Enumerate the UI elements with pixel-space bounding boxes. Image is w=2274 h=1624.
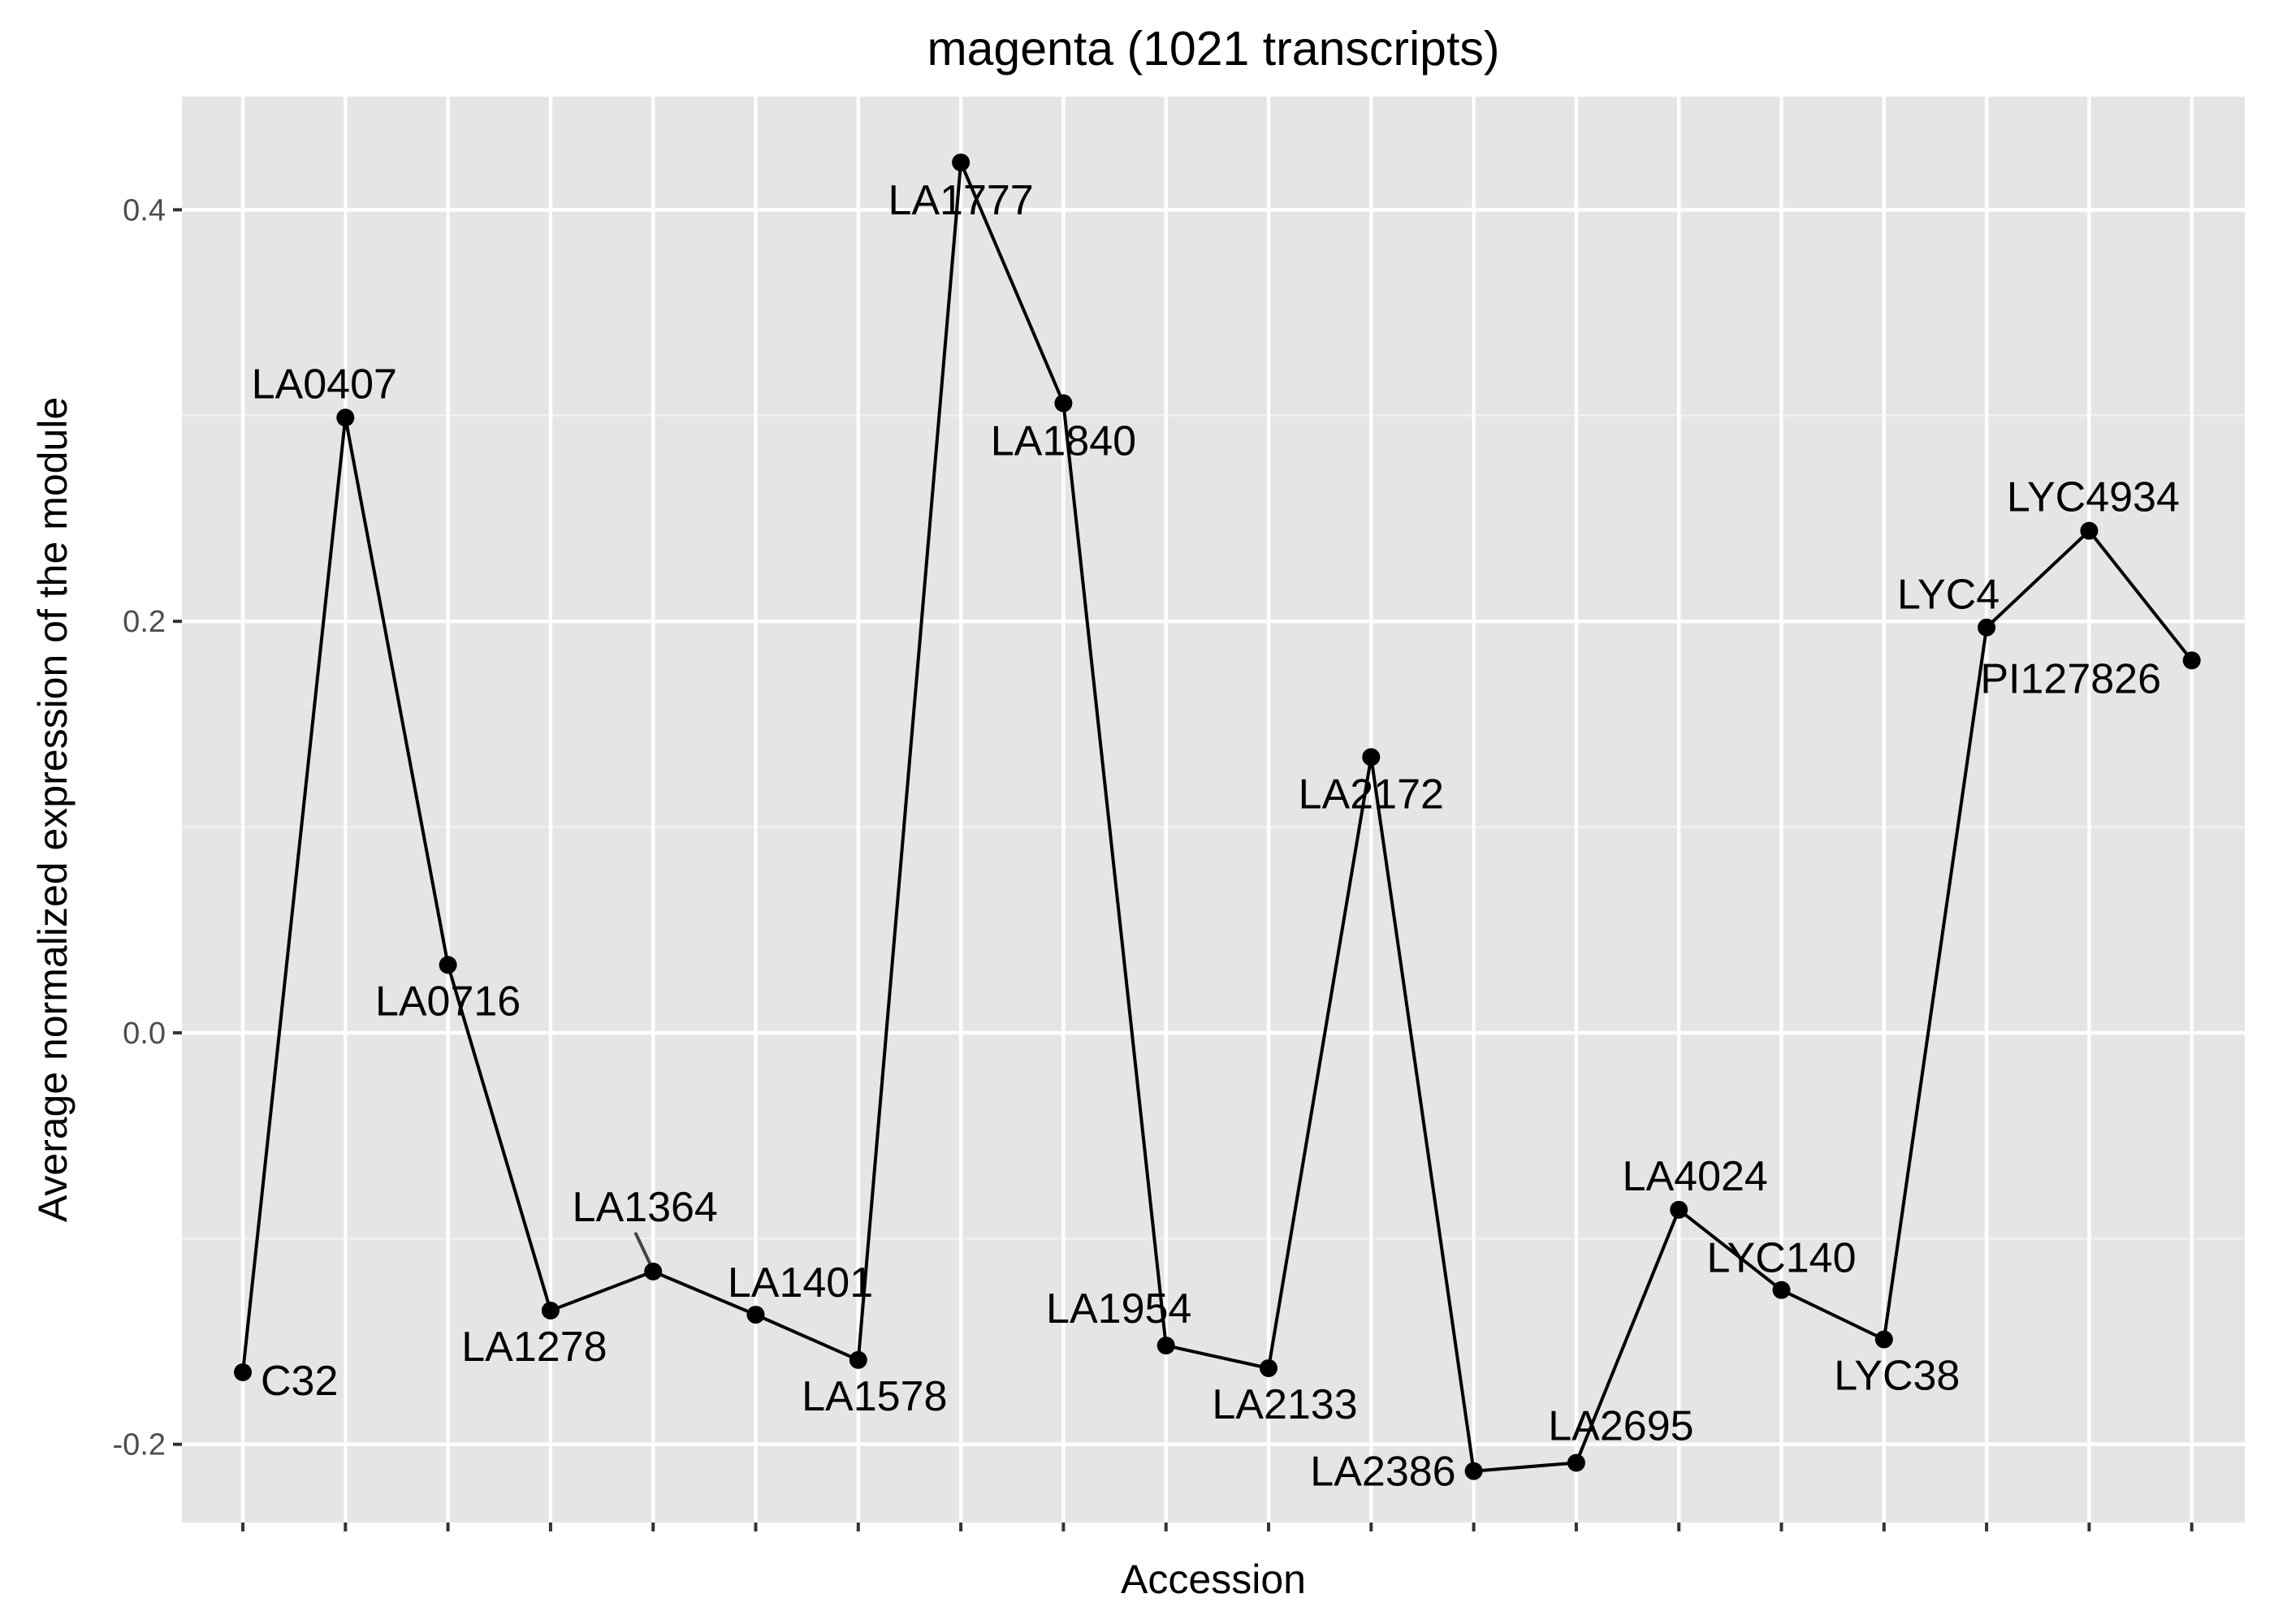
data-point (1362, 748, 1381, 767)
data-point (849, 1350, 867, 1369)
data-point (1567, 1453, 1585, 1472)
data-point (1054, 394, 1073, 412)
point-label: LA2386 (1310, 1449, 1455, 1496)
point-label: LA4024 (1623, 1153, 1768, 1200)
x-axis-title: Accession (1121, 1557, 1306, 1602)
data-point (644, 1262, 663, 1281)
data-point (746, 1306, 765, 1324)
data-point (1772, 1281, 1791, 1299)
point-label: LYC4 (1897, 572, 1999, 619)
point-label: LA0716 (375, 978, 521, 1025)
label-leader-line (633, 1232, 652, 1264)
data-point (1978, 618, 1996, 637)
y-tick-label: 0.2 (123, 605, 166, 639)
data-points (234, 153, 2201, 1480)
point-label: LA1840 (991, 418, 1136, 465)
y-axis-title: Average normalized expression of the mod… (30, 397, 76, 1222)
point-label: C32 (261, 1358, 338, 1405)
point-label: LA0407 (252, 361, 397, 408)
data-point (1260, 1358, 1278, 1377)
point-label: LA1278 (461, 1324, 607, 1371)
data-point (541, 1302, 560, 1320)
data-point (2080, 521, 2099, 540)
point-label: LYC38 (1834, 1352, 1960, 1399)
point-label: LA1578 (802, 1373, 947, 1420)
axes: -0.2 0.0 0.2 0.4 (113, 193, 2194, 1531)
plot-panel (182, 97, 2245, 1522)
series-line (241, 161, 2194, 1473)
point-label: LA2695 (1548, 1403, 1693, 1450)
y-tick-label: 0.0 (123, 1017, 166, 1051)
point-label: PI127826 (1980, 655, 2161, 702)
y-tick-label: 0.4 (123, 193, 166, 227)
y-tick-label: -0.2 (113, 1428, 166, 1462)
point-label: LYC140 (1706, 1235, 1856, 1282)
point-label: LA1954 (1046, 1285, 1191, 1332)
chart-title: magenta (1021 transcripts) (927, 22, 1499, 76)
data-point (1670, 1200, 1688, 1219)
data-point (439, 956, 457, 974)
data-point (1464, 1462, 1483, 1480)
data-point (1156, 1337, 1175, 1355)
data-point (2182, 651, 2201, 670)
point-label: LYC4934 (2007, 474, 2180, 521)
point-label: LA2133 (1212, 1381, 1357, 1428)
data-point (234, 1363, 252, 1382)
data-point (1874, 1330, 1893, 1349)
point-label: LA1364 (573, 1184, 718, 1231)
point-label: LA1401 (728, 1259, 873, 1307)
data-point (952, 153, 971, 172)
data-point (336, 408, 355, 427)
point-label: LA1777 (888, 177, 1033, 224)
point-label: LA2172 (1299, 771, 1444, 818)
